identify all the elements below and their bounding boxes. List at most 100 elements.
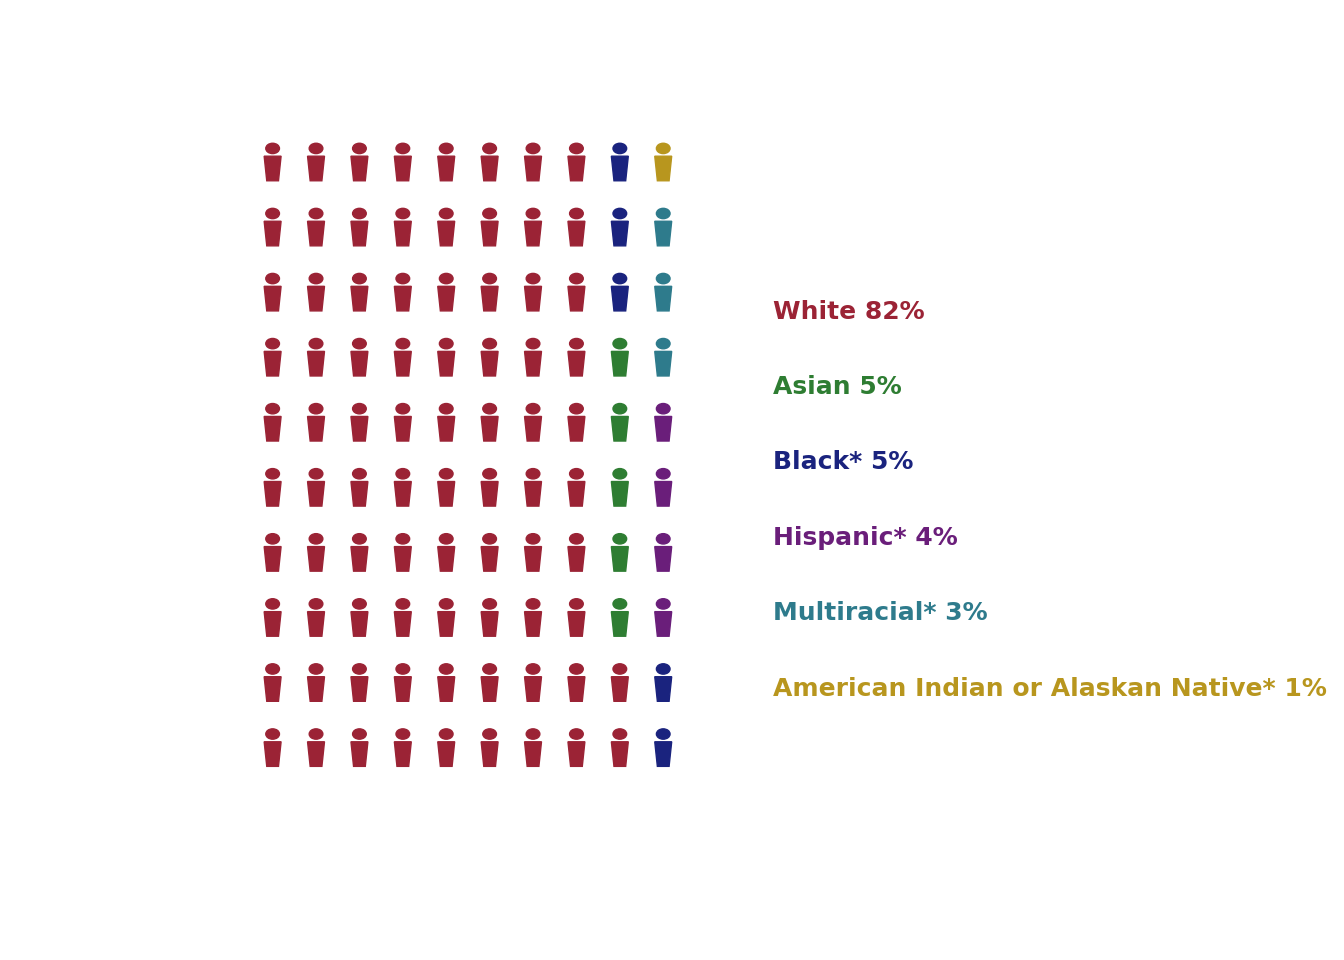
- Ellipse shape: [439, 663, 453, 674]
- Polygon shape: [655, 742, 672, 766]
- Ellipse shape: [656, 663, 671, 674]
- Ellipse shape: [570, 274, 583, 284]
- Polygon shape: [438, 612, 454, 636]
- Polygon shape: [308, 417, 324, 441]
- Ellipse shape: [352, 599, 367, 609]
- Ellipse shape: [396, 403, 410, 414]
- Ellipse shape: [309, 663, 323, 674]
- Ellipse shape: [266, 274, 280, 284]
- Ellipse shape: [656, 274, 671, 284]
- Ellipse shape: [439, 403, 453, 414]
- Ellipse shape: [570, 599, 583, 609]
- Polygon shape: [265, 546, 281, 571]
- Polygon shape: [655, 156, 672, 180]
- Polygon shape: [612, 417, 628, 441]
- Ellipse shape: [527, 143, 540, 154]
- Polygon shape: [308, 742, 324, 766]
- Polygon shape: [394, 417, 411, 441]
- Ellipse shape: [482, 534, 496, 544]
- Polygon shape: [308, 612, 324, 636]
- Polygon shape: [308, 156, 324, 180]
- Ellipse shape: [656, 599, 671, 609]
- Ellipse shape: [482, 663, 496, 674]
- Polygon shape: [438, 351, 454, 376]
- Polygon shape: [655, 546, 672, 571]
- Polygon shape: [265, 351, 281, 376]
- Polygon shape: [655, 286, 672, 311]
- Ellipse shape: [439, 729, 453, 739]
- Polygon shape: [308, 482, 324, 506]
- Ellipse shape: [309, 599, 323, 609]
- Polygon shape: [481, 351, 499, 376]
- Ellipse shape: [396, 274, 410, 284]
- Ellipse shape: [482, 143, 496, 154]
- Ellipse shape: [656, 339, 671, 348]
- Ellipse shape: [396, 534, 410, 544]
- Polygon shape: [438, 482, 454, 506]
- Ellipse shape: [570, 403, 583, 414]
- Ellipse shape: [527, 468, 540, 479]
- Ellipse shape: [527, 663, 540, 674]
- Polygon shape: [265, 417, 281, 441]
- Polygon shape: [569, 742, 585, 766]
- Ellipse shape: [266, 663, 280, 674]
- Ellipse shape: [613, 403, 626, 414]
- Ellipse shape: [266, 729, 280, 739]
- Polygon shape: [351, 482, 368, 506]
- Polygon shape: [438, 677, 454, 702]
- Polygon shape: [524, 351, 542, 376]
- Polygon shape: [265, 612, 281, 636]
- Ellipse shape: [656, 208, 671, 219]
- Polygon shape: [394, 546, 411, 571]
- Ellipse shape: [613, 274, 626, 284]
- Polygon shape: [524, 417, 542, 441]
- Polygon shape: [265, 156, 281, 180]
- Ellipse shape: [309, 208, 323, 219]
- Polygon shape: [481, 612, 499, 636]
- Polygon shape: [394, 742, 411, 766]
- Polygon shape: [569, 417, 585, 441]
- Ellipse shape: [570, 729, 583, 739]
- Polygon shape: [612, 156, 628, 180]
- Ellipse shape: [613, 143, 626, 154]
- Polygon shape: [612, 677, 628, 702]
- Ellipse shape: [613, 339, 626, 348]
- Polygon shape: [351, 742, 368, 766]
- Text: Multiracial* 3%: Multiracial* 3%: [773, 601, 986, 625]
- Text: Asian 5%: Asian 5%: [773, 375, 902, 399]
- Ellipse shape: [352, 143, 367, 154]
- Text: American Indian or Alaskan Native* 1%: American Indian or Alaskan Native* 1%: [773, 677, 1327, 701]
- Polygon shape: [655, 351, 672, 376]
- Ellipse shape: [527, 274, 540, 284]
- Polygon shape: [351, 351, 368, 376]
- Polygon shape: [569, 351, 585, 376]
- Polygon shape: [265, 677, 281, 702]
- Polygon shape: [351, 677, 368, 702]
- Ellipse shape: [482, 729, 496, 739]
- Polygon shape: [308, 286, 324, 311]
- Ellipse shape: [482, 599, 496, 609]
- Ellipse shape: [482, 403, 496, 414]
- Ellipse shape: [439, 468, 453, 479]
- Polygon shape: [308, 351, 324, 376]
- Polygon shape: [569, 221, 585, 246]
- Polygon shape: [524, 546, 542, 571]
- Ellipse shape: [656, 468, 671, 479]
- Polygon shape: [394, 156, 411, 180]
- Polygon shape: [308, 221, 324, 246]
- Ellipse shape: [613, 468, 626, 479]
- Polygon shape: [524, 286, 542, 311]
- Ellipse shape: [309, 274, 323, 284]
- Ellipse shape: [656, 534, 671, 544]
- Polygon shape: [394, 482, 411, 506]
- Ellipse shape: [309, 403, 323, 414]
- Ellipse shape: [482, 339, 496, 348]
- Ellipse shape: [482, 468, 496, 479]
- Ellipse shape: [396, 208, 410, 219]
- Ellipse shape: [482, 208, 496, 219]
- Polygon shape: [655, 417, 672, 441]
- Polygon shape: [308, 677, 324, 702]
- Ellipse shape: [352, 468, 367, 479]
- Polygon shape: [351, 546, 368, 571]
- Polygon shape: [438, 417, 454, 441]
